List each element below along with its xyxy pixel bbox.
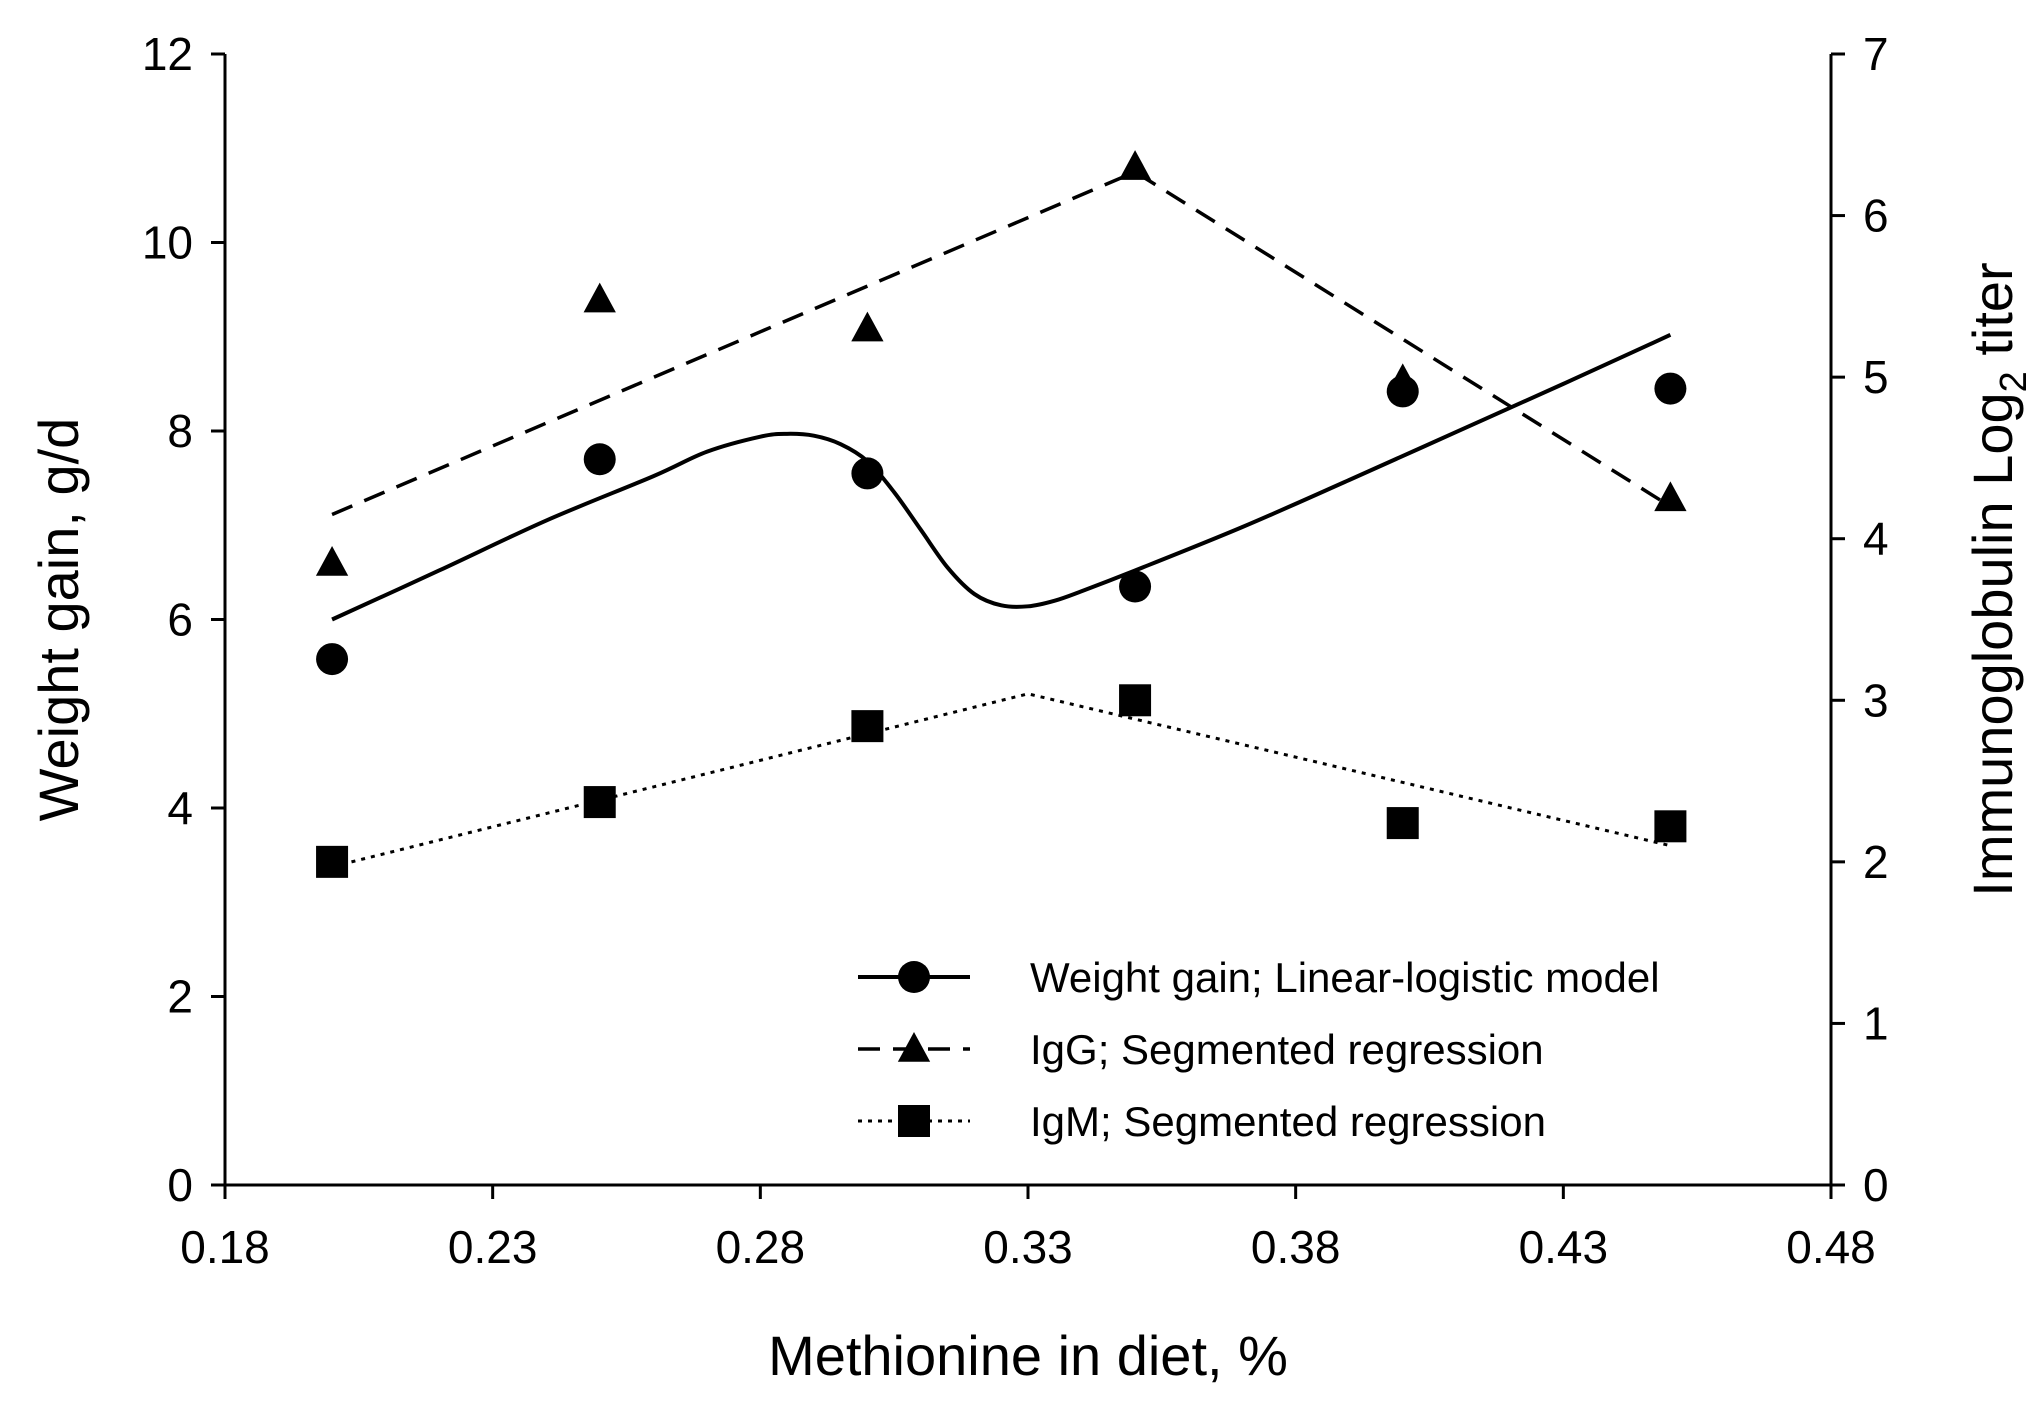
x-tick-label: 0.48	[1786, 1221, 1876, 1273]
y-axis-left-title: Weight gain, g/d	[27, 418, 90, 822]
y-right-tick-label: 3	[1863, 674, 1889, 726]
legend-label: Weight gain; Linear-logistic model	[1030, 954, 1660, 1001]
marker-circle	[851, 457, 884, 490]
y-left-tick-label: 10	[142, 217, 193, 269]
marker-square	[316, 845, 349, 878]
y-axis-right-title-suffix: titer	[1961, 262, 2024, 371]
x-tick-label: 0.28	[716, 1221, 806, 1273]
marker-circle	[898, 961, 930, 993]
fit-line-triangle	[331, 169, 1672, 517]
marker-circle	[1119, 570, 1152, 603]
y-left-tick-label: 12	[142, 28, 193, 80]
x-tick-label: 0.43	[1519, 1221, 1609, 1273]
y-right-tick-label: 7	[1863, 28, 1889, 80]
marker-circle	[583, 443, 616, 476]
marker-square	[898, 1105, 930, 1137]
marker-square	[583, 786, 616, 819]
marker-triangle	[1386, 363, 1419, 394]
marker-square	[1119, 684, 1152, 717]
x-tick-label: 0.38	[1251, 1221, 1341, 1273]
y-right-tick-label: 4	[1863, 513, 1889, 565]
y-left-tick-label: 0	[167, 1159, 193, 1211]
y-right-tick-label: 2	[1863, 836, 1889, 888]
x-axis-title: Methionine in diet, %	[768, 1324, 1288, 1387]
marker-square	[851, 710, 884, 743]
y-left-tick-label: 4	[167, 782, 193, 834]
marker-triangle	[1118, 150, 1152, 180]
marker-triangle	[315, 545, 349, 576]
marker-circle	[1654, 372, 1687, 405]
y-right-tick-label: 6	[1863, 190, 1889, 242]
axes: 0.18 0.23 0.28 0.33 0.38 0.43 0.48024681012012…	[142, 28, 1889, 1273]
x-tick-label: 0.33	[983, 1221, 1073, 1273]
y-right-tick-label: 0	[1863, 1159, 1889, 1211]
y-left-tick-label: 8	[167, 405, 193, 457]
y-axis-right-title-prefix: Immunoglobulin Log	[1961, 392, 2024, 896]
marker-circle	[316, 643, 349, 676]
y-left-tick-label: 2	[167, 971, 193, 1023]
legend-label: IgG; Segmented regression	[1030, 1026, 1544, 1073]
legend: Weight gain; Linear-logistic model IgG; S…	[858, 954, 1660, 1145]
marker-square	[1386, 807, 1419, 840]
data-markers	[315, 150, 1687, 878]
marker-triangle	[851, 311, 884, 342]
legend-label: IgM; Segmented regression	[1030, 1098, 1546, 1145]
x-tick-label: 0.18	[180, 1221, 270, 1273]
marker-square	[1654, 810, 1687, 843]
fit-lines	[331, 169, 1672, 869]
x-tick-label: 0.23	[448, 1221, 538, 1273]
y-right-tick-label: 5	[1863, 351, 1889, 403]
y-right-tick-label: 1	[1863, 997, 1889, 1049]
fit-line-circle	[331, 333, 1672, 622]
marker-triangle	[1654, 481, 1687, 512]
fit-line-square	[331, 692, 1671, 869]
y-left-tick-label: 6	[167, 594, 193, 646]
marker-triangle	[583, 282, 616, 313]
y-axis-right-title: Immunoglobulin Log2 titer	[1961, 262, 2035, 896]
y-axis-right-title-subscript: 2	[1993, 371, 2035, 392]
marker-triangle	[897, 1032, 931, 1062]
